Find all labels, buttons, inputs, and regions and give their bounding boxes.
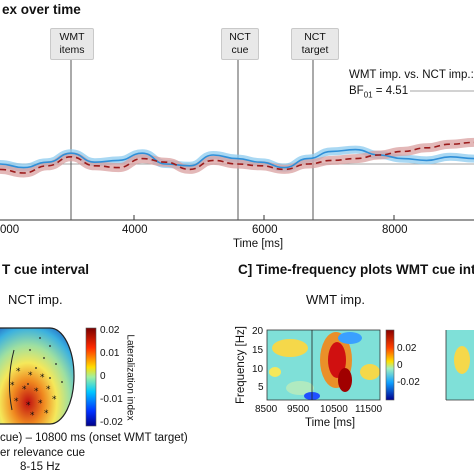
panel-b-subtitle: NCT imp. bbox=[8, 292, 63, 307]
event-label-line: NCT bbox=[229, 31, 251, 43]
annotation-comparison: WMT imp. vs. NCT imp.: bbox=[349, 69, 474, 81]
event-label-line: cue bbox=[231, 44, 249, 56]
colorbar-tick-label: -0.02 bbox=[100, 417, 123, 428]
y-tick-label: 15 bbox=[252, 345, 264, 356]
event-label-nct-target: NCT target bbox=[291, 28, 339, 60]
x-tick-label: 6000 bbox=[252, 224, 278, 236]
colorbar-tick-label: -0.02 bbox=[397, 377, 420, 388]
panel-b-caption-line: 8-15 Hz bbox=[20, 461, 61, 473]
event-label-line: NCT bbox=[304, 31, 326, 43]
x-axis-label: Time [ms] bbox=[233, 238, 284, 250]
event-label-wmt-items: WMT items bbox=[50, 28, 94, 60]
colorbar-tick-label: 0.02 bbox=[100, 325, 120, 336]
y-tick-label: 5 bbox=[258, 382, 264, 393]
event-label-line: target bbox=[301, 44, 329, 56]
x-tick-label: 9500 bbox=[287, 404, 310, 415]
event-label-line: WMT bbox=[59, 31, 85, 43]
panel-c-subtitle: WMT imp. bbox=[306, 292, 365, 307]
colorbar-tick-label: 0.02 bbox=[397, 343, 417, 354]
colorbar-tick-label: 0 bbox=[397, 360, 403, 371]
colorbar-tick-label: 0 bbox=[100, 371, 106, 382]
colorbar-tick-label: 0.01 bbox=[100, 348, 120, 359]
x-tick-label: 000 bbox=[0, 224, 20, 236]
y-tick-label: 10 bbox=[252, 364, 264, 375]
x-tick-label: 11500 bbox=[355, 404, 383, 415]
event-label-nct-cue: NCT cue bbox=[221, 28, 259, 60]
x-tick-label: 8000 bbox=[382, 224, 408, 236]
colorbar-tick-label: -0.01 bbox=[100, 394, 123, 405]
panel-c-x-axis-label: Time [ms] bbox=[305, 417, 356, 429]
panel-c-y-axis-label: Frequency [Hz] bbox=[235, 326, 247, 404]
panel-b-title: T cue interval bbox=[2, 262, 90, 277]
colorbar-label: Lateralization index bbox=[124, 334, 136, 421]
series-dashed-line bbox=[0, 141, 474, 174]
panel-b-caption-line: cue) – 10800 ms (onset WMT target) bbox=[0, 432, 188, 444]
y-tick-label: 20 bbox=[252, 326, 264, 337]
x-tick-label: 4000 bbox=[122, 224, 148, 236]
x-tick-label: 10500 bbox=[320, 404, 348, 415]
event-label-line: items bbox=[59, 44, 85, 56]
panel-a-title: ex over time bbox=[2, 2, 81, 17]
panel-b-caption-line: er relevance cue bbox=[0, 447, 86, 459]
annotation-bayes-factor: BF01 = 4.51 bbox=[349, 85, 409, 100]
x-tick-label: 8500 bbox=[255, 404, 278, 415]
panel-c-title: C] Time-frequency plots WMT cue interv bbox=[238, 262, 474, 277]
series-solid-line bbox=[0, 148, 474, 169]
